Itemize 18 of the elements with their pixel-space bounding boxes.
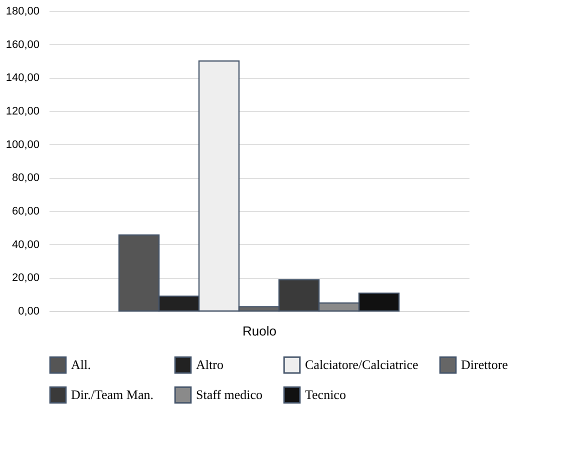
x-axis-title: Ruolo: [242, 324, 276, 338]
legend-label: Calciatore/Calciatrice: [305, 357, 419, 372]
legend-label: Dir./Team Man.: [71, 387, 154, 402]
y-tick-label: 120,00: [6, 106, 40, 118]
legend-label: All.: [71, 357, 91, 372]
y-tick-label: 80,00: [12, 172, 40, 184]
legend-label: Direttore: [461, 357, 508, 372]
legend-label: Staff medico: [196, 387, 263, 402]
y-tick-label: 180,00: [6, 6, 40, 18]
y-tick-label: 160,00: [6, 38, 40, 51]
legend-label: Altro: [196, 357, 224, 372]
y-tick-label: 140,00: [6, 72, 40, 84]
legend-label: Tecnico: [305, 387, 346, 402]
y-tick-label: 40,00: [12, 238, 40, 251]
y-tick-label: 20,00: [12, 272, 40, 284]
y-tick-label: 0,00: [18, 306, 40, 318]
y-tick-label: 100,00: [6, 138, 40, 151]
y-tick-label: 60,00: [12, 206, 40, 218]
